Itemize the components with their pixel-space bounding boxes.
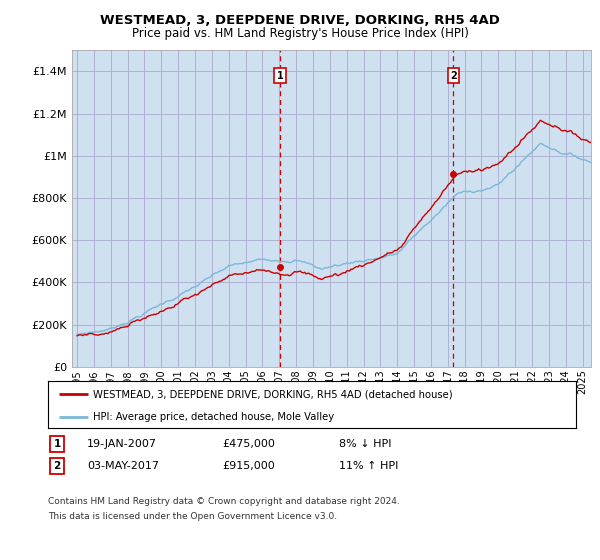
Text: 03-MAY-2017: 03-MAY-2017 — [87, 461, 159, 471]
Text: £475,000: £475,000 — [222, 439, 275, 449]
Text: 8% ↓ HPI: 8% ↓ HPI — [339, 439, 391, 449]
Text: Price paid vs. HM Land Registry's House Price Index (HPI): Price paid vs. HM Land Registry's House … — [131, 27, 469, 40]
Text: This data is licensed under the Open Government Licence v3.0.: This data is licensed under the Open Gov… — [48, 512, 337, 521]
Text: 2: 2 — [450, 71, 457, 81]
Text: HPI: Average price, detached house, Mole Valley: HPI: Average price, detached house, Mole… — [93, 412, 334, 422]
Text: WESTMEAD, 3, DEEPDENE DRIVE, DORKING, RH5 4AD: WESTMEAD, 3, DEEPDENE DRIVE, DORKING, RH… — [100, 14, 500, 27]
Text: Contains HM Land Registry data © Crown copyright and database right 2024.: Contains HM Land Registry data © Crown c… — [48, 497, 400, 506]
Text: 2: 2 — [53, 461, 61, 471]
Text: WESTMEAD, 3, DEEPDENE DRIVE, DORKING, RH5 4AD (detached house): WESTMEAD, 3, DEEPDENE DRIVE, DORKING, RH… — [93, 389, 452, 399]
Text: 1: 1 — [277, 71, 283, 81]
Text: 11% ↑ HPI: 11% ↑ HPI — [339, 461, 398, 471]
Text: £915,000: £915,000 — [222, 461, 275, 471]
Text: 19-JAN-2007: 19-JAN-2007 — [87, 439, 157, 449]
Text: 1: 1 — [53, 439, 61, 449]
